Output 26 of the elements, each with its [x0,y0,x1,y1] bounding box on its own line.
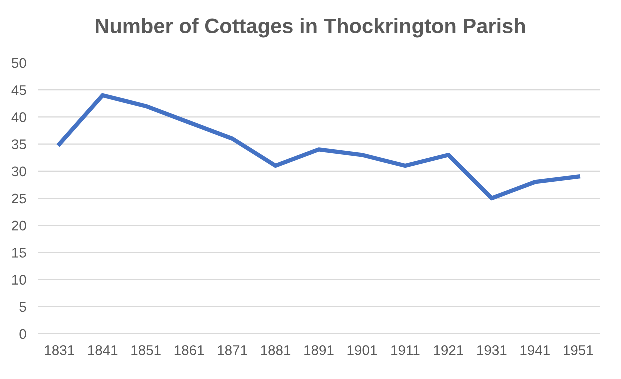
y-tick-label: 15 [12,248,26,258]
y-tick-label: 0 [20,329,26,340]
y-tick-label: 40 [12,112,26,122]
x-tick-label: 1951 [564,345,594,356]
line-series [58,93,580,201]
chart-title: Number of Cottages in Thockrington Parish [96,18,526,38]
y-tick-label: 10 [12,275,26,285]
y-tick-label: 20 [12,220,26,231]
y-tick-label: 30 [12,166,26,177]
x-tick-label: 1921 [434,345,464,356]
y-tick-label: 5 [20,302,26,312]
x-tick-label: 1881 [261,345,291,356]
y-tick-label: 45 [12,86,26,96]
y-tick-label: 25 [12,194,26,204]
y-tick-label: 35 [12,140,26,150]
x-tick-label: 1941 [520,345,550,356]
x-tick-label: 1831 [45,345,74,356]
x-tick-label: 1851 [132,345,161,356]
x-tick-label: 1931 [478,345,507,356]
x-tick-label: 1911 [392,345,420,356]
x-tick-label: 1871 [218,345,248,356]
x-tick-label: 1891 [304,345,334,356]
y-tick-label: 50 [12,58,26,68]
x-tick-label: 1861 [174,345,204,356]
x-tick-label: 1841 [88,345,118,356]
x-tick-label: 1901 [348,345,378,356]
